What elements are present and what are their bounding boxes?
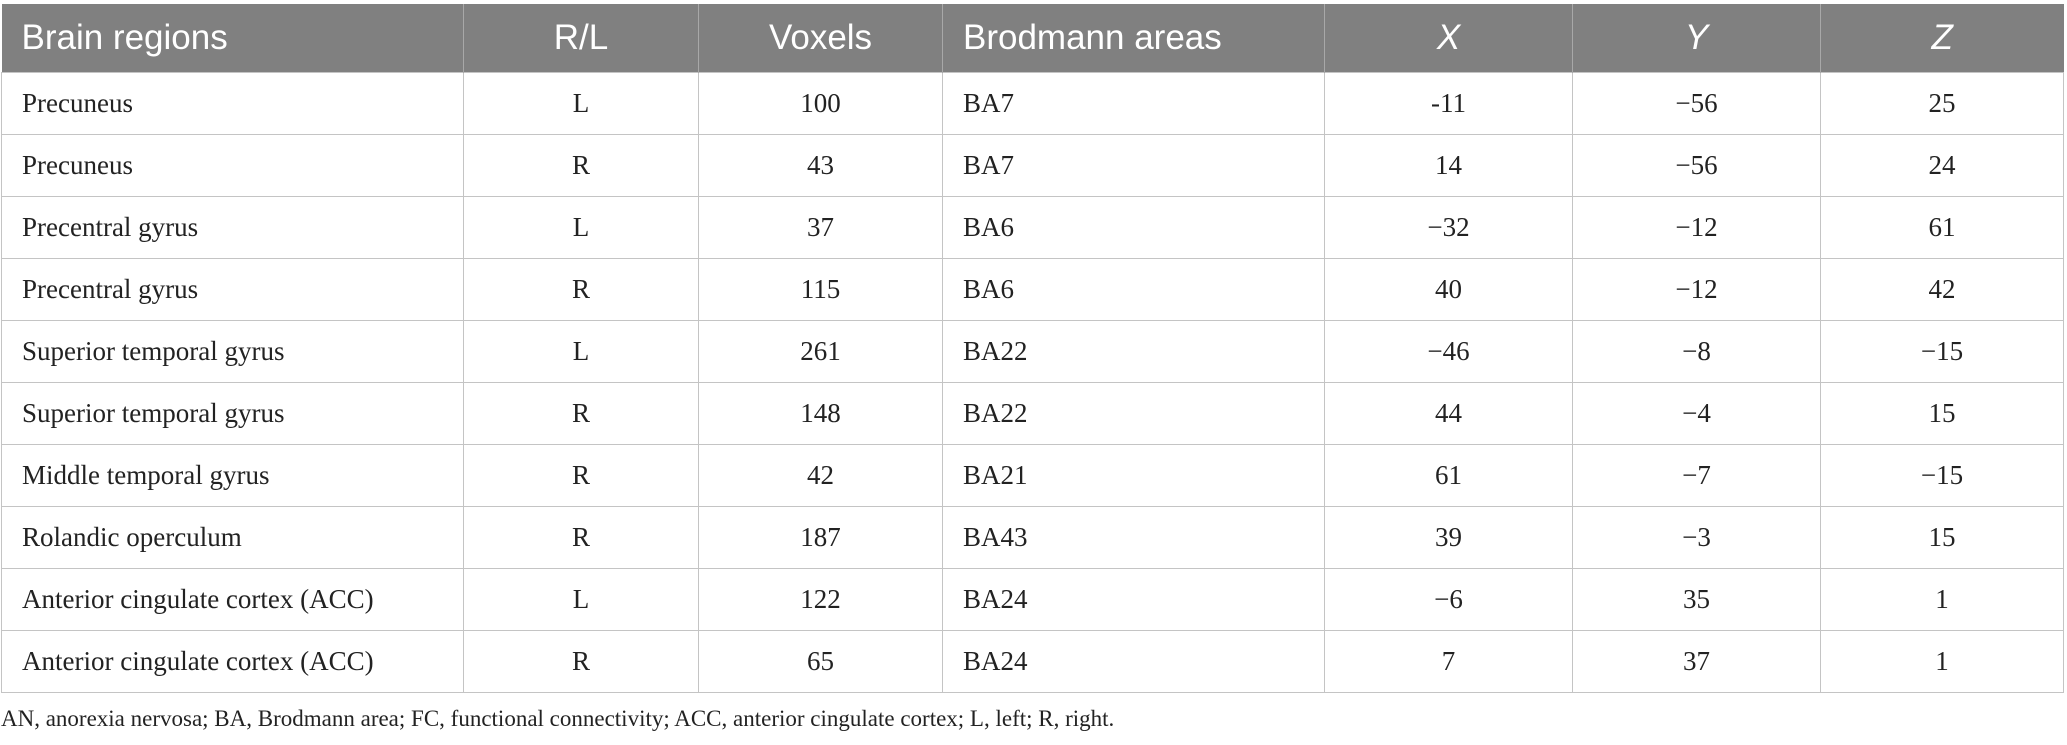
cell-brain-region: Superior temporal gyrus <box>1 381 464 445</box>
cell-x: 39 <box>1324 505 1573 569</box>
cell-brain-region: Precentral gyrus <box>1 257 464 321</box>
cell-z: −15 <box>1820 443 2064 507</box>
table-row: Precentral gyrus R 115 BA6 40 −12 42 <box>1 257 2064 321</box>
cell-voxels: 43 <box>698 133 943 197</box>
cell-voxels: 261 <box>698 319 943 383</box>
cell-brain-region: Precentral gyrus <box>1 195 464 259</box>
cell-brodmann-area: BA6 <box>942 195 1325 259</box>
table-row: Precentral gyrus L 37 BA6 −32 −12 61 <box>1 195 2064 259</box>
cell-y: −4 <box>1572 381 1821 445</box>
cell-voxels: 37 <box>698 195 943 259</box>
cell-side: R <box>463 133 699 197</box>
cell-voxels: 65 <box>698 629 943 693</box>
cell-y: −56 <box>1572 133 1821 197</box>
cell-x: -11 <box>1324 71 1573 135</box>
cell-z: 42 <box>1820 257 2064 321</box>
cell-z: 61 <box>1820 195 2064 259</box>
table-row: Superior temporal gyrus L 261 BA22 −46 −… <box>1 319 2064 383</box>
cell-x: 14 <box>1324 133 1573 197</box>
table-row: Superior temporal gyrus R 148 BA22 44 −4… <box>1 381 2064 445</box>
cell-side: R <box>463 443 699 507</box>
table-row: Anterior cingulate cortex (ACC) R 65 BA2… <box>1 629 2064 693</box>
cell-y: −3 <box>1572 505 1821 569</box>
cell-z: 1 <box>1820 629 2064 693</box>
cell-side: R <box>463 381 699 445</box>
cell-voxels: 115 <box>698 257 943 321</box>
cell-x: 7 <box>1324 629 1573 693</box>
table-footnote: AN, anorexia nervosa; BA, Brodmann area;… <box>1 706 1115 731</box>
cell-x: −46 <box>1324 319 1573 383</box>
cell-side: L <box>463 319 699 383</box>
cell-z: 24 <box>1820 133 2064 197</box>
cell-y: 37 <box>1572 629 1821 693</box>
cell-brodmann-area: BA7 <box>942 133 1325 197</box>
cell-brain-region: Anterior cingulate cortex (ACC) <box>1 567 464 631</box>
cell-y: −56 <box>1572 71 1821 135</box>
table-header: Brain regions R/L Voxels Brodmann areas … <box>1 4 2064 72</box>
cell-brain-region: Precuneus <box>1 71 464 135</box>
header-z: Z <box>1820 4 2064 72</box>
cell-brain-region: Anterior cingulate cortex (ACC) <box>1 629 464 693</box>
cell-brain-region: Middle temporal gyrus <box>1 443 464 507</box>
cell-voxels: 148 <box>698 381 943 445</box>
table-row: Precuneus L 100 BA7 -11 −56 25 <box>1 71 2064 135</box>
cell-brodmann-area: BA22 <box>942 319 1325 383</box>
cell-z: 1 <box>1820 567 2064 631</box>
results-table-container: Brain regions R/L Voxels Brodmann areas … <box>1 4 2064 693</box>
cell-side: L <box>463 71 699 135</box>
cell-z: 25 <box>1820 71 2064 135</box>
cell-y: −7 <box>1572 443 1821 507</box>
cell-brain-region: Precuneus <box>1 133 464 197</box>
table-row: Middle temporal gyrus R 42 BA21 61 −7 −1… <box>1 443 2064 507</box>
cell-voxels: 187 <box>698 505 943 569</box>
cell-x: 44 <box>1324 381 1573 445</box>
cell-brodmann-area: BA43 <box>942 505 1325 569</box>
cell-z: −15 <box>1820 319 2064 383</box>
cell-y: −8 <box>1572 319 1821 383</box>
header-side: R/L <box>463 4 699 72</box>
table-row: Precuneus R 43 BA7 14 −56 24 <box>1 133 2064 197</box>
cell-x: 40 <box>1324 257 1573 321</box>
header-y: Y <box>1572 4 1821 72</box>
cell-brain-region: Superior temporal gyrus <box>1 319 464 383</box>
cell-voxels: 42 <box>698 443 943 507</box>
cell-side: R <box>463 257 699 321</box>
cell-side: L <box>463 567 699 631</box>
cell-voxels: 100 <box>698 71 943 135</box>
cell-brodmann-area: BA22 <box>942 381 1325 445</box>
cell-z: 15 <box>1820 381 2064 445</box>
table-row: Anterior cingulate cortex (ACC) L 122 BA… <box>1 567 2064 631</box>
table-row: Rolandic operculum R 187 BA43 39 −3 15 <box>1 505 2064 569</box>
cell-brodmann-area: BA24 <box>942 567 1325 631</box>
brain-regions-table: Brain regions R/L Voxels Brodmann areas … <box>1 4 2064 693</box>
cell-x: −6 <box>1324 567 1573 631</box>
header-voxels: Voxels <box>698 4 943 72</box>
cell-brodmann-area: BA7 <box>942 71 1325 135</box>
header-x: X <box>1324 4 1573 72</box>
cell-brodmann-area: BA6 <box>942 257 1325 321</box>
cell-side: L <box>463 195 699 259</box>
cell-side: R <box>463 505 699 569</box>
table-body: Precuneus L 100 BA7 -11 −56 25 Precuneus… <box>1 71 2064 693</box>
cell-voxels: 122 <box>698 567 943 631</box>
cell-side: R <box>463 629 699 693</box>
cell-brodmann-area: BA21 <box>942 443 1325 507</box>
header-brain-regions: Brain regions <box>21 17 228 57</box>
cell-brodmann-area: BA24 <box>942 629 1325 693</box>
cell-brain-region: Rolandic operculum <box>1 505 464 569</box>
header-brodmann-areas: Brodmann areas <box>942 4 1325 72</box>
header-row: Brain regions R/L Voxels Brodmann areas … <box>1 4 2064 72</box>
cell-z: 15 <box>1820 505 2064 569</box>
cell-y: −12 <box>1572 195 1821 259</box>
cell-x: −32 <box>1324 195 1573 259</box>
cell-x: 61 <box>1324 443 1573 507</box>
cell-y: 35 <box>1572 567 1821 631</box>
cell-y: −12 <box>1572 257 1821 321</box>
